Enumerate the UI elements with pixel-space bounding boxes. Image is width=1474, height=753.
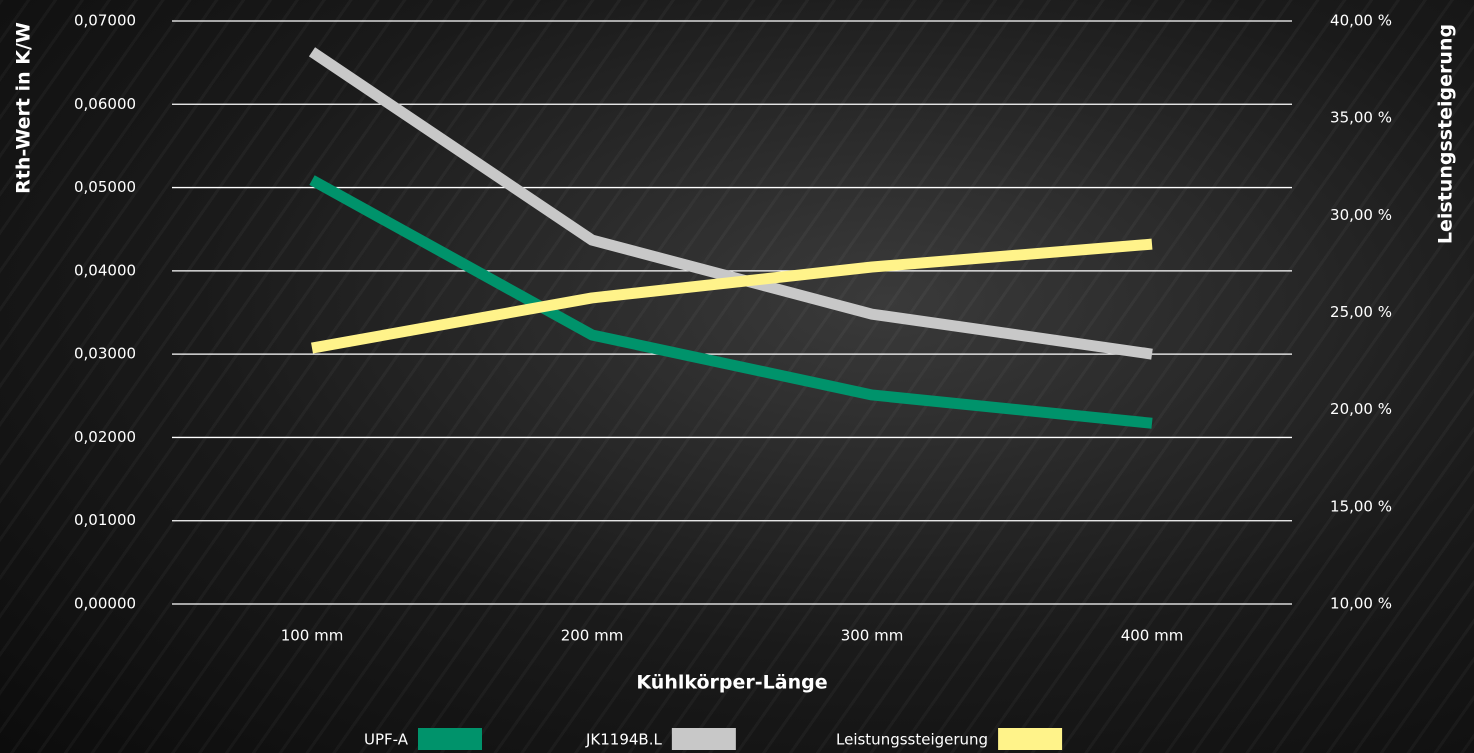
x-tick-label: 200 mm xyxy=(561,627,624,645)
y-tick-label: 0,04000 xyxy=(74,261,136,279)
x-axis-title: Kühlkörper-Länge xyxy=(636,672,827,694)
y-tick-label: 0,03000 xyxy=(74,345,136,363)
y-tick-label: 0,00000 xyxy=(74,595,136,613)
y-tick-label: 0,01000 xyxy=(74,511,136,529)
legend-label: JK1194B.L xyxy=(585,731,662,749)
legend-swatch xyxy=(418,728,482,750)
y-tick-label: 0,07000 xyxy=(74,12,136,30)
y2-tick-label: 20,00 % xyxy=(1330,400,1392,418)
series-line xyxy=(309,175,1153,429)
y-tick-label: 0,02000 xyxy=(74,428,136,446)
y-axis-title: Rth-Wert in K/W xyxy=(13,22,35,194)
y2-tick-label: 15,00 % xyxy=(1330,497,1392,515)
series-line xyxy=(308,47,1153,360)
y2-tick-label: 10,00 % xyxy=(1330,595,1392,613)
y2-tick-label: 25,00 % xyxy=(1330,303,1392,321)
y2-tick-label: 40,00 % xyxy=(1330,12,1392,30)
y-tick-label: 0,06000 xyxy=(74,95,136,113)
x-tick-label: 300 mm xyxy=(841,627,904,645)
y2-tick-label: 35,00 % xyxy=(1330,109,1392,127)
legend-label: Leistungssteigerung xyxy=(836,731,988,749)
legend-swatch xyxy=(998,728,1063,750)
series-line xyxy=(311,238,1153,354)
y2-tick-label: 30,00 % xyxy=(1330,206,1392,224)
legend-label: UPF-A xyxy=(364,731,409,749)
x-tick-label: 100 mm xyxy=(281,627,344,645)
legend-swatch xyxy=(671,728,736,750)
x-tick-label: 400 mm xyxy=(1121,627,1184,645)
y2-axis-title: Leistungssteigerung xyxy=(1435,24,1457,244)
y-tick-label: 0,05000 xyxy=(74,178,136,196)
